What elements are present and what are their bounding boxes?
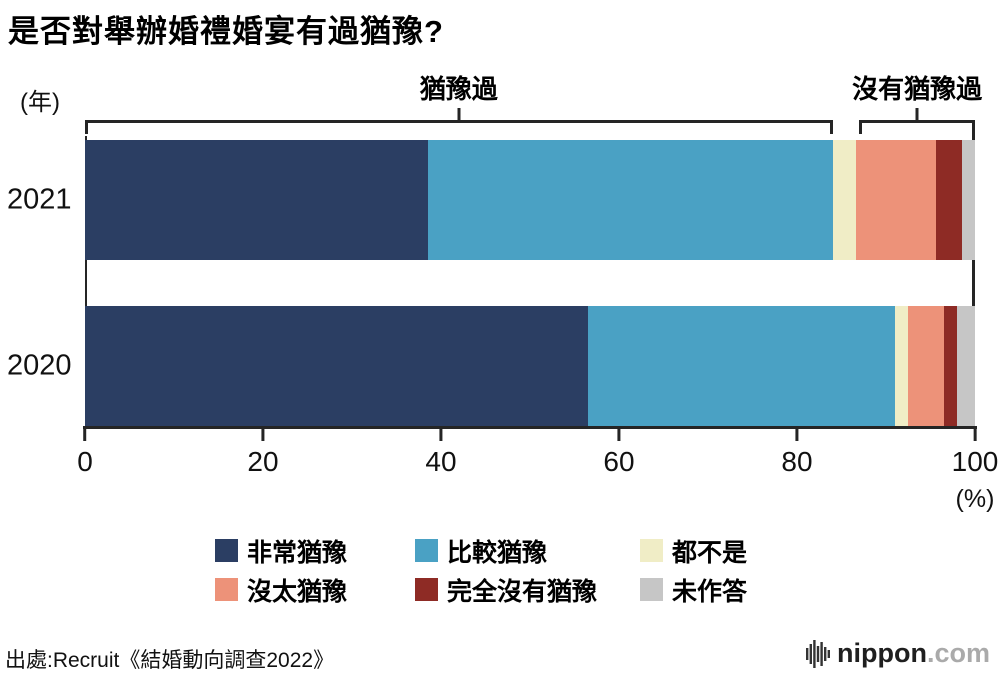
axis-tick-mark [617, 429, 621, 441]
legend-swatch [640, 539, 663, 562]
legend-item: 都不是 [640, 533, 747, 569]
legend-item: 比較猶豫 [415, 533, 640, 569]
axis-tick-mark [261, 429, 265, 441]
axis-tick-label: 40 [425, 446, 457, 477]
plot-area: 2021 2020 [7, 132, 977, 429]
axis-tick-label: 60 [603, 446, 635, 477]
bracket [859, 108, 975, 134]
stacked-bar-2020 [85, 306, 975, 426]
axis-left-spine [85, 136, 87, 426]
x-axis: (%) 0 20 40 60 80 100 [77, 429, 998, 539]
legend-swatch [215, 578, 238, 601]
axis-right-spine [972, 132, 975, 426]
bar-segment [85, 140, 428, 260]
bar-row-2021: 2021 [7, 140, 975, 260]
legend-item: 未作答 [640, 572, 747, 608]
axis-tick-label: 80 [781, 446, 813, 477]
legend-row: 沒太猶豫 完全沒有猶豫 未作答 [215, 570, 747, 609]
legend-label: 都不是 [672, 538, 748, 567]
bracket-center-tick [915, 108, 919, 120]
legend-label: 完全沒有猶豫 [447, 577, 598, 606]
bar-segment [935, 140, 963, 260]
axis-tick: 40 [425, 429, 457, 478]
legend-swatch [640, 578, 663, 601]
legend-swatch [415, 578, 438, 601]
axis-tick: 80 [781, 429, 813, 478]
year-label: 2020 [7, 349, 72, 382]
legend-item: 非常猶豫 [215, 533, 415, 569]
axis-tick-mark [795, 429, 799, 441]
axis-tick-mark [83, 429, 87, 441]
bracket-annotations: 猶豫過 沒有猶豫過 [85, 70, 982, 134]
axis-tick: 100 [951, 429, 999, 478]
bar-row-2020: 2020 [7, 306, 975, 426]
legend-item: 沒太猶豫 [215, 572, 415, 608]
axis-tick-mark [973, 429, 977, 441]
chart-title: 是否對舉辦婚禮婚宴有過猶豫? [8, 14, 444, 49]
y-axis-unit-label: (年) [20, 89, 60, 116]
nippon-logo: nippon .com [806, 638, 990, 669]
axis-tick-mark [439, 429, 443, 441]
bar-segment [832, 140, 856, 260]
legend: 非常猶豫 比較猶豫 都不是沒太猶豫 完全沒有猶豫 未作答 [215, 531, 747, 609]
bracket-label: 猶豫過 [419, 74, 498, 104]
logo-brand-text: nippon [837, 638, 927, 668]
bar-segment [427, 140, 833, 260]
logo-tld-text: .com [926, 638, 990, 668]
year-label: 2021 [7, 183, 72, 216]
axis-tick: 60 [603, 429, 635, 478]
axis-tick-label: 20 [247, 446, 279, 477]
axis-tick-label: 100 [951, 446, 999, 477]
bracket-label: 沒有猶豫過 [852, 74, 983, 104]
legend-swatch [215, 539, 238, 562]
bar-segment [957, 306, 975, 426]
bar-segment [943, 306, 958, 426]
legend-label: 非常猶豫 [247, 538, 348, 567]
bar-segment [587, 306, 895, 426]
legend-label: 未作答 [672, 577, 748, 606]
axis-tick-label: 0 [77, 446, 93, 477]
legend-item: 完全沒有猶豫 [415, 572, 640, 608]
x-axis-percent-label: (%) [955, 485, 995, 513]
legend-swatch [415, 539, 438, 562]
stacked-bar-2021 [85, 140, 975, 260]
bar-segment [962, 140, 975, 260]
source-text: 出處:Recruit《結婚動向調查2022》 [5, 649, 335, 672]
x-axis-baseline [83, 426, 977, 429]
soundbars-icon [806, 639, 830, 668]
bracket-center-tick [457, 108, 461, 120]
legend-row: 非常猶豫 比較猶豫 都不是 [215, 531, 747, 570]
bar-segment [855, 140, 936, 260]
bar-segment [85, 306, 588, 426]
bar-segment [894, 306, 909, 426]
axis-tick: 0 [77, 429, 93, 478]
bracket [85, 108, 833, 134]
legend-label: 沒太猶豫 [247, 577, 348, 606]
bar-segment [908, 306, 944, 426]
legend-label: 比較猶豫 [447, 538, 548, 567]
axis-tick: 20 [247, 429, 279, 478]
